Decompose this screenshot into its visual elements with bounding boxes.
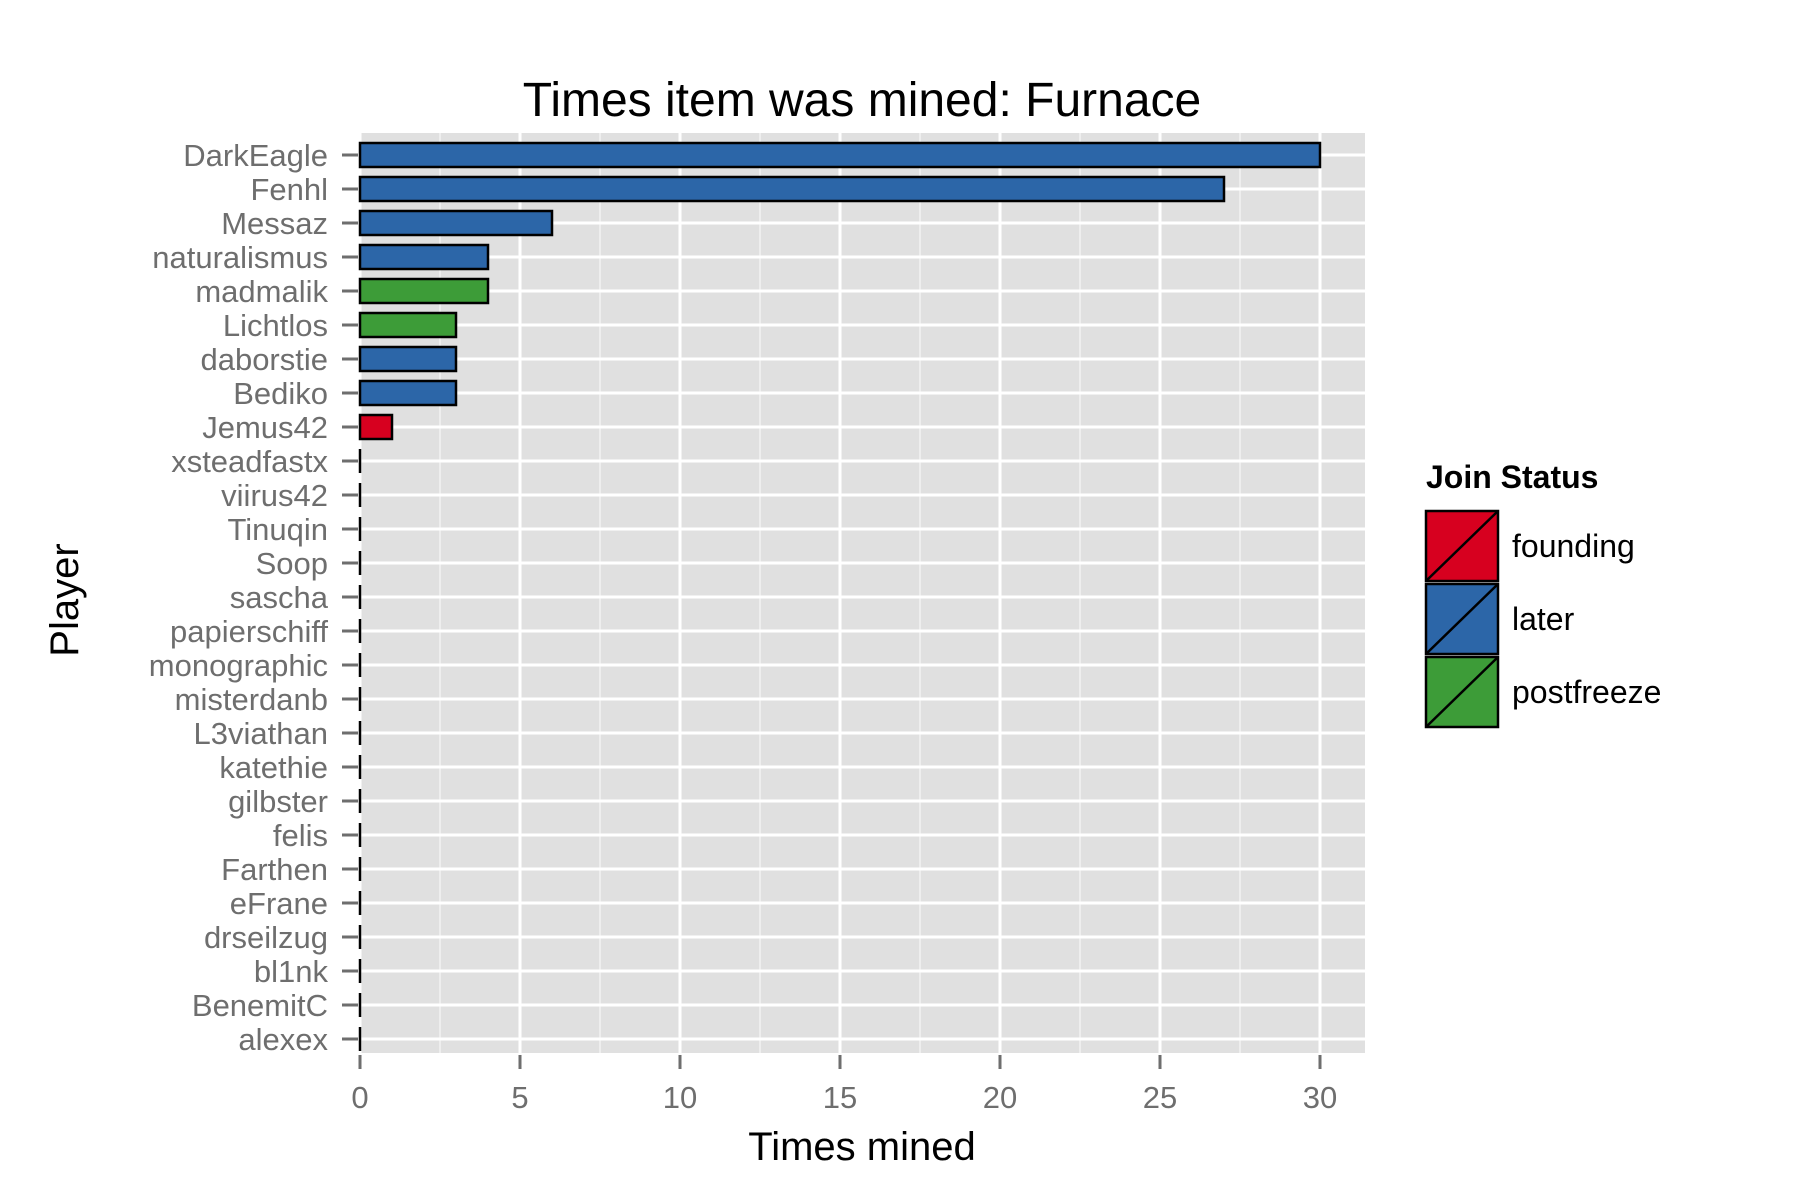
y-tick-label: felis <box>273 818 328 853</box>
x-tick-label: 0 <box>351 1080 368 1115</box>
y-tick-label: gilbster <box>228 784 328 819</box>
bar-daborstie <box>358 345 458 373</box>
y-tick-label: xsteadfastx <box>171 444 328 479</box>
y-tick-label: L3viathan <box>194 716 328 751</box>
x-tick-label: 10 <box>663 1080 697 1115</box>
x-axis: 0 5 10 15 20 25 30 <box>351 1055 1337 1115</box>
y-tick-label: drseilzug <box>204 920 328 955</box>
y-tick-label: Fenhl <box>250 172 328 207</box>
chart-title: Times item was mined: Furnace <box>523 74 1201 127</box>
y-tick-label: sascha <box>230 580 329 615</box>
x-tick-label: 5 <box>511 1080 528 1115</box>
plot-panel <box>360 133 1365 1053</box>
x-tick-label: 20 <box>983 1080 1017 1115</box>
x-tick-label: 25 <box>1143 1080 1177 1115</box>
bar-Lichtlos <box>358 311 458 339</box>
y-tick-label: Lichtlos <box>223 308 328 343</box>
bar-Bediko <box>358 379 458 407</box>
y-tick-label: bl1nk <box>254 954 329 989</box>
legend-items: founding later postfreeze <box>1424 509 1661 729</box>
legend-key-slash <box>1425 510 1499 582</box>
x-tick-label: 30 <box>1303 1080 1337 1115</box>
y-tick-label: DarkEagle <box>183 138 328 173</box>
y-tick-label: Messaz <box>221 206 328 241</box>
y-tick-label: Bediko <box>233 376 328 411</box>
y-tick-label: viirus42 <box>221 478 328 513</box>
legend-title: Join Status <box>1426 459 1598 495</box>
y-tick-label: alexex <box>238 1022 328 1057</box>
y-tick-label: daborstie <box>200 342 328 377</box>
bar-Fenhl <box>358 175 1226 203</box>
y-tick-label: eFrane <box>230 886 328 921</box>
legend-key-slash <box>1425 656 1499 728</box>
y-tick-label: madmalik <box>195 274 328 309</box>
bars <box>358 141 1322 1051</box>
y-tick-label: naturalismus <box>152 240 328 275</box>
y-tick-label: BenemitC <box>192 988 328 1023</box>
bar-Jemus42 <box>358 413 394 441</box>
legend-label-postfreeze: postfreeze <box>1512 674 1661 710</box>
x-axis-title: Times mined <box>748 1125 975 1169</box>
y-tick-label: Farthen <box>221 852 328 887</box>
y-tick-label: Jemus42 <box>202 410 328 445</box>
y-tick-label: katethie <box>219 750 328 785</box>
legend: Join Status founding later postfreeze <box>1424 459 1661 729</box>
bar-Messaz <box>358 209 554 237</box>
y-tick-label: monographic <box>149 648 328 683</box>
bar-madmalik <box>358 277 490 305</box>
legend-label-founding: founding <box>1512 528 1635 564</box>
y-tick-label: misterdanb <box>175 682 328 717</box>
y-tick-label: Soop <box>256 546 328 581</box>
bar-DarkEagle <box>358 141 1322 169</box>
x-tick-label: 15 <box>823 1080 857 1115</box>
y-tick-label: papierschiff <box>170 614 328 649</box>
y-tick-label: Tinuqin <box>227 512 328 547</box>
legend-key-slash <box>1425 583 1499 655</box>
y-axis-title: Player <box>43 543 87 656</box>
y-axis: DarkEagleFenhlMessaznaturalismusmadmalik… <box>149 138 358 1057</box>
bar-naturalismus <box>358 243 490 271</box>
legend-label-later: later <box>1512 601 1575 637</box>
